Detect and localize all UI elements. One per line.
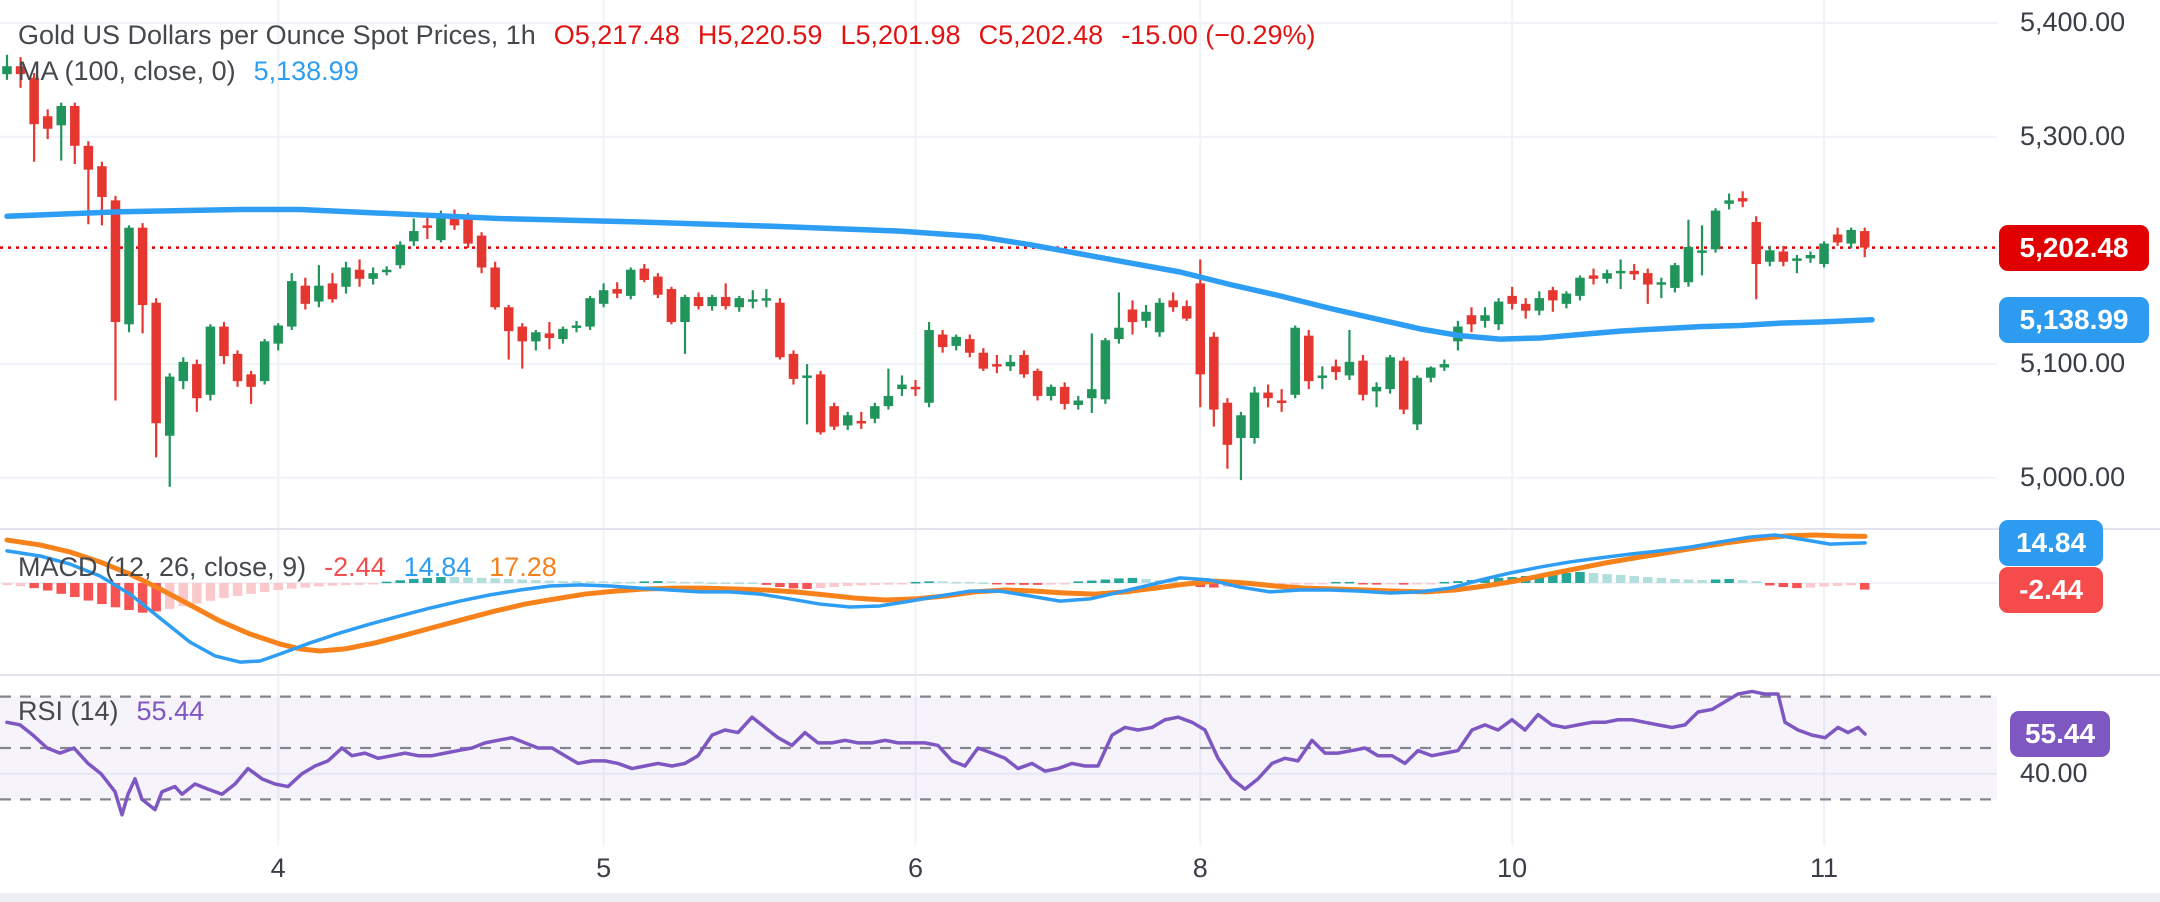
symbol-legend-row[interactable]: Gold US Dollars per Ounce Spot Prices, 1… — [18, 20, 1316, 51]
macd-value-badge: 14.84 — [1999, 519, 2103, 566]
ma-value: 5,138.99 — [253, 56, 359, 86]
ma-value-badge: 5,138.99 — [1999, 296, 2149, 343]
last-price-badge: 5,202.48 — [1999, 224, 2149, 271]
ma-label: MA (100, close, 0) — [18, 56, 236, 86]
macd-label: MACD (12, 26, close, 9) — [18, 552, 307, 582]
time-axis-label: 11 — [1810, 853, 1839, 883]
rsi-axis-label: 40.00 — [2020, 757, 2088, 788]
time-axis[interactable]: 4 5 6 8 10 11 — [0, 845, 1997, 893]
price-axis-label: 5,400.00 — [2020, 7, 2126, 37]
macd-hist-value: -2.44 — [324, 552, 386, 582]
ohlc-close: C5,202.48 — [978, 20, 1104, 50]
ohlc-change: -15.00 (−0.29%) — [1121, 20, 1316, 50]
price-axis-label: 5,300.00 — [2020, 120, 2126, 151]
time-axis-label: 8 — [1192, 853, 1208, 883]
macd-hist-badge: -2.44 — [1999, 566, 2103, 613]
time-axis-label: 5 — [596, 853, 612, 883]
rsi-legend-row[interactable]: RSI (14) 55.44 — [18, 696, 204, 727]
price-axis-label: 5,000.00 — [2020, 461, 2126, 492]
rsi-value-badge: 55.44 — [2010, 711, 2110, 758]
macd-line-value: 14.84 — [403, 552, 472, 582]
time-axis-label: 4 — [270, 853, 286, 883]
ohlc-low: L5,201.98 — [840, 20, 961, 50]
ohlc-open: O5,217.48 — [553, 20, 680, 50]
rsi-value: 55.44 — [136, 696, 205, 726]
time-axis-label: 10 — [1497, 853, 1528, 883]
time-axis-label: 6 — [908, 853, 924, 883]
ma-legend-row[interactable]: MA (100, close, 0) 5,138.99 — [18, 56, 359, 87]
macd-legend-row[interactable]: MACD (12, 26, close, 9) -2.44 14.84 17.2… — [18, 552, 557, 583]
macd-signal-value: 17.28 — [489, 552, 557, 582]
price-axis[interactable]: 5,400.00 5,300.00 5,100.00 5,000.00 5,20… — [1997, 0, 2160, 902]
bottom-divider — [0, 893, 2160, 902]
ohlc-high: H5,220.59 — [697, 20, 823, 50]
rsi-label: RSI (14) — [18, 696, 119, 726]
symbol-title: Gold US Dollars per Ounce Spot Prices, 1… — [18, 20, 536, 50]
price-axis-label: 5,100.00 — [2020, 348, 2126, 379]
